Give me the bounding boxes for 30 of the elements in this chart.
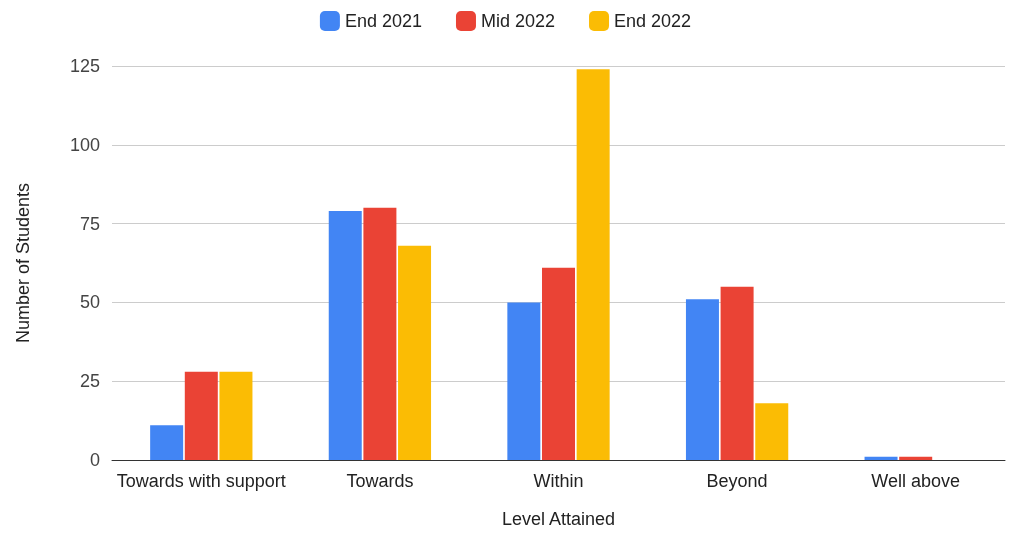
x-tick-label: Towards with support (116, 471, 286, 491)
bar (219, 371, 253, 460)
bar (184, 371, 218, 460)
y-axis-title: Number of Students (13, 182, 33, 344)
x-tick-label: Towards (346, 471, 414, 491)
bar (720, 286, 754, 460)
bar (864, 456, 898, 460)
y-tick-label: 25 (79, 371, 100, 392)
x-tick-label: Within (533, 471, 584, 491)
y-tick-label: 75 (79, 213, 100, 234)
legend-label: Mid 2022 (480, 11, 556, 31)
bar (363, 207, 397, 460)
bar (542, 267, 575, 460)
bar (150, 425, 184, 460)
legend-label: End 2022 (614, 11, 692, 31)
x-axis-title: Level Attained (501, 509, 616, 529)
x-tick-label: Well above (871, 471, 961, 491)
bar (576, 69, 610, 460)
bar (899, 456, 933, 460)
y-tick-label: 100 (69, 134, 100, 155)
y-tick-label: 0 (89, 450, 100, 470)
x-tick-label: Beyond (706, 471, 768, 491)
bar (685, 299, 719, 460)
legend-label: End 2021 (344, 11, 422, 31)
bar (328, 210, 362, 460)
y-tick-label: 125 (69, 56, 100, 76)
bar (507, 302, 541, 460)
bar (398, 245, 432, 460)
y-tick-label: 50 (79, 292, 100, 313)
bar (755, 403, 789, 460)
